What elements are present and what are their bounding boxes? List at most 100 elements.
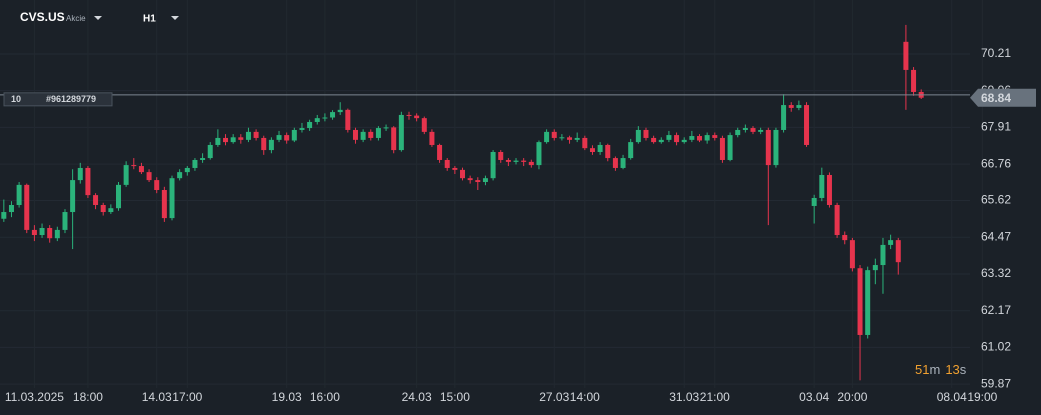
candle-body	[536, 142, 542, 166]
y-tick-label: 61.02	[981, 340, 1011, 354]
candle-body	[826, 174, 832, 206]
x-tick-label: 19:00	[967, 390, 997, 404]
candle-body	[414, 115, 420, 119]
x-tick-label: 21:00	[700, 390, 730, 404]
candle-body	[574, 137, 580, 140]
candle-body	[467, 178, 473, 181]
candle-body	[192, 159, 198, 168]
y-tick-label: 65.62	[981, 193, 1011, 207]
candle-body	[62, 212, 68, 230]
candle-body	[872, 265, 878, 271]
candle-body	[521, 160, 527, 162]
x-tick-label: 19.03	[272, 390, 302, 404]
y-tick-label: 70.21	[981, 46, 1011, 60]
countdown-minutes: 51	[915, 362, 929, 377]
candle-body	[567, 137, 573, 140]
candle-body	[1, 212, 7, 219]
candle-body	[612, 158, 618, 168]
candle-body	[712, 135, 718, 138]
candle-body	[314, 118, 320, 122]
candle-body	[345, 109, 351, 130]
candle-body	[421, 118, 427, 132]
candle-body	[16, 184, 22, 206]
candle-body	[842, 235, 848, 241]
candle-body	[781, 105, 787, 130]
candle-body	[444, 159, 450, 168]
x-tick-label: 24.03	[402, 390, 432, 404]
candle-body	[93, 195, 99, 206]
candle-body	[551, 131, 557, 138]
candle-body	[223, 137, 229, 143]
candle-body	[307, 121, 313, 129]
candle-body	[582, 137, 588, 149]
candle-body	[161, 189, 167, 219]
symbol[interactable]: CVS.US	[20, 10, 65, 24]
candle-body	[475, 180, 481, 183]
grid	[0, 53, 970, 385]
x-tick-label: 14.03	[142, 390, 172, 404]
candle-body	[284, 135, 290, 141]
x-tick-label: 20:00	[837, 390, 867, 404]
order-id: #961289779	[46, 94, 96, 104]
symbol-dropdown[interactable]	[94, 16, 102, 20]
candle-body	[360, 131, 366, 140]
candle-body	[911, 69, 917, 92]
candle-body	[559, 137, 565, 139]
candle-body	[544, 131, 550, 143]
candle-body	[169, 178, 175, 219]
last-price-label: 68.84	[981, 91, 1011, 105]
candle-body	[498, 151, 504, 160]
candle-body	[849, 240, 855, 269]
candle-body	[352, 129, 358, 140]
timeframe-dropdown[interactable]	[171, 16, 179, 20]
candle-body	[651, 137, 657, 143]
candle-body	[322, 117, 328, 119]
candle-body	[383, 127, 389, 129]
candle-body	[406, 114, 412, 116]
candle-body	[888, 240, 894, 245]
y-tick-label: 62.17	[981, 303, 1011, 317]
candle-body	[681, 139, 687, 143]
candle-body	[758, 129, 764, 132]
candle-body	[184, 167, 190, 173]
candle-body	[528, 161, 534, 166]
candle-body	[123, 165, 129, 185]
candle-body	[77, 167, 83, 181]
candle-body	[788, 105, 794, 108]
candle-body	[865, 270, 871, 335]
y-tick-label: 67.91	[981, 120, 1011, 134]
timeframe[interactable]: H1	[143, 14, 156, 25]
y-tick-label: 64.47	[981, 229, 1011, 243]
candle-body	[643, 129, 649, 138]
countdown-seconds-unit: s	[960, 362, 967, 377]
candle-body	[719, 137, 725, 160]
overlay: 70.2169.0667.9166.7665.6264.4763.3262.17…	[0, 46, 1036, 404]
candle-body	[704, 135, 710, 141]
candle-body	[24, 184, 30, 230]
candle-body	[674, 135, 680, 143]
candle-body	[268, 139, 274, 151]
candle-body	[505, 159, 511, 162]
candle-body	[696, 136, 702, 141]
candle-body	[628, 142, 634, 159]
candle-body	[880, 244, 886, 266]
candle-body	[857, 268, 863, 335]
candle-body	[895, 240, 901, 263]
candle-body	[727, 135, 733, 160]
last-price-box	[970, 88, 1036, 107]
candle-body	[291, 129, 297, 141]
candle-body	[398, 114, 404, 151]
candle-body	[765, 129, 771, 166]
x-tick-label: 15:00	[440, 390, 470, 404]
candle-body	[796, 105, 802, 108]
candle-body	[689, 136, 695, 140]
candle-body	[100, 205, 106, 213]
candle-body	[261, 137, 267, 151]
y-tick-label: 59.87	[981, 376, 1011, 390]
candle-body	[337, 109, 343, 113]
x-tick-label: 18:00	[73, 390, 103, 404]
candle-body	[330, 112, 336, 118]
candle-body	[804, 105, 810, 145]
x-tick-label: 11.03.2025	[5, 390, 64, 404]
candle-body	[437, 144, 443, 160]
